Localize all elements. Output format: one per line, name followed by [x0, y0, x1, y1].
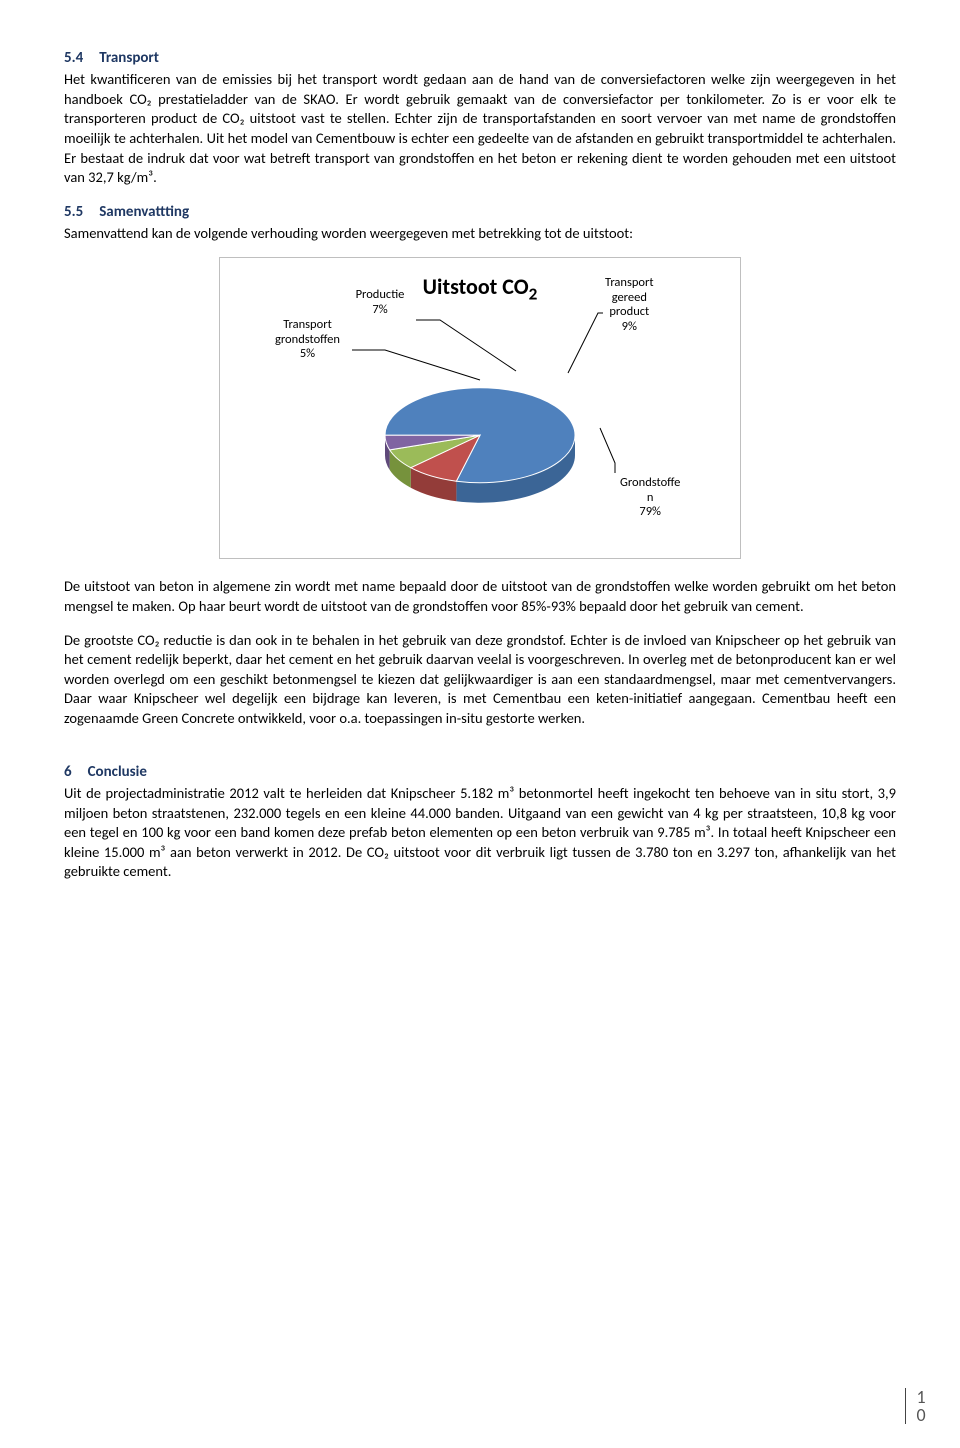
section-5-4-heading: 5.4 Transport — [64, 48, 896, 68]
pie-chart-pie — [360, 356, 600, 522]
section-5-4-body: Het kwantificeren van de emissies bij he… — [64, 70, 896, 187]
paragraph-after-chart-1: De uitstoot van beton in algemene zin wo… — [64, 577, 896, 616]
pie-chart-label: Productie7% — [356, 288, 405, 317]
section-6-title: Conclusie — [88, 763, 147, 781]
section-5-5-title: Samenvattting — [99, 203, 189, 221]
section-5-5-num: 5.5 — [64, 203, 83, 221]
section-5-4-num: 5.4 — [64, 49, 83, 67]
section-5-5-heading: 5.5 Samenvattting — [64, 202, 896, 222]
section-6-heading: 6 Conclusie — [64, 762, 896, 782]
pie-chart-label: Transportgrondstoffen5% — [275, 318, 340, 361]
pie-chart-label: Transportgereedproduct9% — [605, 276, 654, 334]
page-number-d2: 0 — [914, 1406, 928, 1424]
page-number: 1 0 — [905, 1388, 928, 1424]
pie-chart-label: Grondstoffen79% — [620, 476, 680, 519]
section-5-5-intro: Samenvattend kan de volgende verhouding … — [64, 224, 896, 244]
section-6-num: 6 — [64, 763, 72, 781]
section-5-4-title: Transport — [99, 49, 159, 67]
section-6-body: Uit de projectadministratie 2012 valt te… — [64, 784, 896, 882]
pie-chart-container: Uitstoot CO2 Grondstoffen79%Transportger… — [219, 257, 741, 559]
paragraph-after-chart-2: De grootste CO₂ reductie is dan ook in t… — [64, 631, 896, 729]
